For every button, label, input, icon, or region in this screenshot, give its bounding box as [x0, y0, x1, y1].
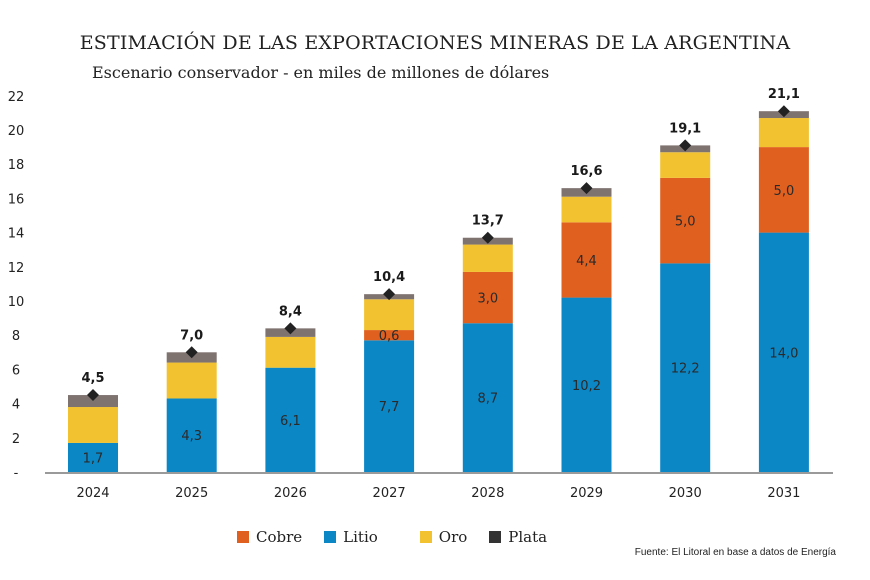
segment-label: 14,0 — [769, 346, 798, 361]
y-tick-label: - — [14, 466, 19, 481]
legend-label-litio: Litio — [343, 528, 378, 546]
bar-segment-cobre — [660, 177, 711, 264]
y-tick-label: 4 — [12, 398, 20, 413]
legend-label-oro: Oro — [438, 528, 468, 546]
y-tick-label: 10 — [8, 295, 25, 310]
bar-segment-cobre — [561, 222, 612, 298]
source-note: Fuente: El Litoral en base a datos de En… — [634, 547, 836, 558]
total-marker — [580, 182, 593, 195]
total-marker — [284, 322, 297, 335]
bar-segment-cobre — [758, 147, 809, 233]
legend-item-plata: Plata — [489, 528, 547, 546]
y-tick-label: 14 — [8, 227, 25, 242]
bar-segment-litio — [758, 232, 809, 472]
total-marker — [777, 105, 790, 118]
total-label: 7,0 — [180, 328, 203, 343]
y-tick-label: 12 — [8, 261, 25, 276]
x-tick-label: 2024 — [76, 486, 109, 501]
segment-label: 5,0 — [675, 215, 696, 230]
chart-subtitle: Escenario conservador - en miles de mill… — [92, 63, 550, 82]
total-marker — [481, 231, 494, 244]
x-tick-label: 2027 — [373, 486, 406, 501]
total-marker — [679, 139, 692, 152]
total-marker — [185, 346, 198, 359]
legend-swatch-plata — [489, 531, 502, 543]
legend-label-cobre: Cobre — [256, 528, 303, 546]
bar-segment-oro — [462, 244, 513, 272]
y-tick-label: 18 — [8, 158, 25, 173]
total-label: 16,6 — [570, 164, 602, 179]
bar-segment-litio — [265, 367, 316, 472]
bar-segment-litio — [561, 297, 612, 472]
y-tick-label: 2 — [12, 432, 20, 447]
total-label: 4,5 — [81, 371, 104, 386]
bar-segment-litio — [660, 263, 711, 472]
total-marker — [87, 389, 99, 402]
x-tick-label: 2031 — [767, 486, 800, 501]
legend-label-plata: Plata — [508, 528, 548, 546]
bar-segment-oro — [660, 152, 711, 178]
y-tick-label: 16 — [8, 192, 25, 207]
legend-item-litio: Litio — [324, 528, 378, 546]
legend-swatch-cobre — [237, 531, 249, 543]
y-tick-label: 6 — [12, 363, 20, 378]
total-marker — [383, 288, 396, 301]
total-label: 19,1 — [669, 121, 701, 136]
bar-segment-oro — [166, 362, 217, 399]
segment-label: 6,1 — [280, 414, 301, 429]
bar-segment-oro — [561, 196, 612, 223]
bar-segment-cobre — [462, 271, 513, 324]
legend-swatch-litio — [324, 531, 337, 543]
segment-label: 1,7 — [83, 451, 104, 466]
x-tick-label: 2026 — [274, 486, 307, 501]
bar-segment-oro — [364, 299, 415, 331]
segment-label: 3,0 — [477, 292, 498, 307]
segment-label: 8,7 — [477, 392, 498, 407]
total-label: 21,1 — [768, 87, 800, 102]
bar-segment-oro — [758, 118, 809, 148]
bar-segment-litio — [166, 398, 217, 472]
total-label: 13,7 — [472, 214, 504, 229]
y-tick-label: 22 — [8, 90, 25, 105]
total-label: 8,4 — [279, 304, 302, 319]
x-tick-label: 2028 — [471, 486, 504, 501]
x-tick-label: 2030 — [669, 486, 702, 501]
segment-label: 4,3 — [181, 429, 202, 444]
segment-label: 5,0 — [774, 184, 795, 199]
segment-label: 4,4 — [576, 254, 597, 269]
y-tick-label: 20 — [8, 124, 25, 139]
y-tick-label: 8 — [12, 329, 20, 344]
x-tick-label: 2029 — [570, 486, 603, 501]
legend-item-oro: Oro — [419, 528, 468, 546]
bar-segment-litio — [68, 442, 118, 472]
bar-segment-oro — [265, 336, 316, 368]
legend-item-cobre: Cobre — [237, 528, 302, 546]
legend-swatch-oro — [419, 531, 432, 543]
chart-title: ESTIMACIÓN DE LAS EXPORTACIONES MINERAS … — [79, 32, 791, 54]
segment-label: 12,2 — [671, 362, 700, 377]
legend: Cobre Litio Oro Plata — [237, 528, 569, 546]
segment-label: 7,7 — [379, 400, 400, 415]
segment-label: 10,2 — [572, 379, 601, 394]
segment-label: 0,6 — [379, 329, 400, 344]
total-label: 10,4 — [373, 270, 405, 285]
bar-segment-litio — [462, 323, 513, 472]
bar-segment-litio — [364, 340, 415, 472]
x-tick-label: 2025 — [175, 486, 208, 501]
bar-segment-oro — [68, 407, 118, 443]
bar-segment-cobre — [364, 330, 415, 341]
